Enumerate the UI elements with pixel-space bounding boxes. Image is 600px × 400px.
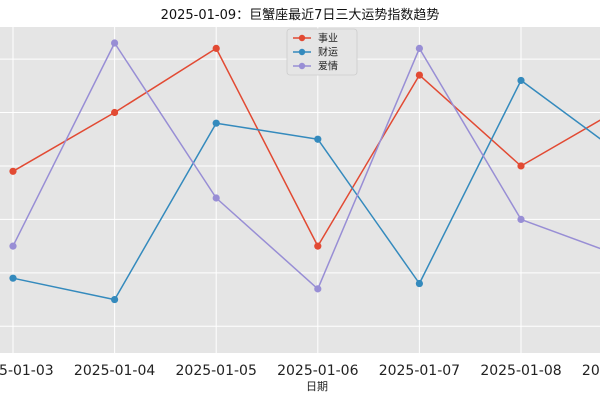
data-point [314, 242, 322, 250]
data-point [9, 242, 17, 250]
x-tick-label: 2025-01-03 [0, 363, 54, 379]
data-point [9, 274, 17, 282]
data-point [111, 295, 119, 304]
x-tick-label: 2025-01-08 [480, 363, 561, 379]
data-point [415, 71, 423, 79]
data-point [9, 167, 17, 175]
legend-label: 事业 [318, 32, 338, 45]
data-point [111, 39, 119, 47]
series-layer [9, 39, 600, 304]
data-point [212, 44, 220, 52]
legend-marker [298, 34, 306, 42]
x-tick-label: 2025-01-06 [277, 363, 358, 379]
x-tick-labels: 2025-01-03 2025-01-04 2025-01-05 2025-01-06… [0, 363, 600, 379]
x-tick-label: 2025-01-04 [74, 363, 155, 379]
legend-label: 爱情 [318, 60, 338, 73]
data-point [212, 119, 220, 127]
data-point [314, 135, 322, 143]
data-point [111, 108, 119, 117]
legend-marker [298, 62, 306, 70]
data-point [517, 76, 525, 85]
data-point [517, 215, 525, 223]
data-point [314, 285, 322, 293]
legend-marker [298, 48, 306, 56]
x-tick-label: 2025-01-07 [379, 363, 460, 379]
x-tick-label: 2025-01-05 [176, 363, 257, 379]
data-point [212, 194, 220, 202]
data-point [517, 162, 525, 170]
data-point [415, 279, 423, 288]
plot-background [0, 27, 600, 353]
data-point [415, 44, 423, 52]
x-axis-title: 日期 [306, 380, 328, 393]
x-tick-label: 2025-01-09 [582, 363, 600, 379]
legend-box [286, 28, 358, 76]
chart-title: 2025-01-09：巨蟹座最近7日三大运势指数趋势 [161, 7, 440, 23]
legend-label: 财运 [318, 46, 338, 59]
